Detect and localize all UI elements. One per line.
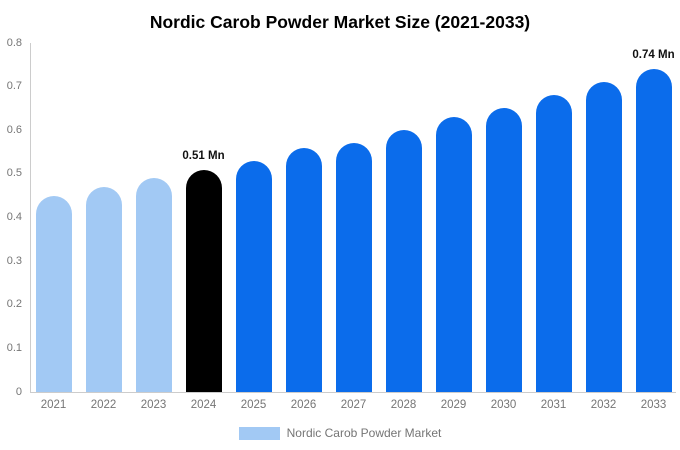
- x-tick-label: 2027: [340, 399, 367, 411]
- y-tick-label: 0.8: [6, 36, 22, 49]
- bar-2021: [35, 195, 72, 392]
- bar-2023: [135, 178, 172, 392]
- x-tick-label: 2029: [440, 399, 467, 411]
- y-tick-label: 0.5: [6, 167, 22, 180]
- x-tick-label: 2031: [540, 399, 567, 411]
- y-tick-label: 0.1: [6, 341, 22, 354]
- legend-label: Nordic Carob Powder Market: [286, 426, 442, 440]
- x-tick-label: 2024: [190, 399, 217, 411]
- x-tick-label: 2028: [390, 399, 417, 411]
- bar-2033: [635, 69, 672, 392]
- y-tick-label: 0.7: [6, 80, 22, 93]
- x-tick-label: 2022: [90, 399, 117, 411]
- bar-2028: [385, 130, 422, 392]
- bar-2022: [85, 186, 122, 392]
- x-tick-label: 2030: [490, 399, 517, 411]
- bar-2026: [285, 147, 322, 392]
- x-tick-label: 2023: [140, 399, 167, 411]
- x-tick-label: 2021: [40, 399, 67, 411]
- bar-2024: [185, 169, 222, 392]
- x-tick-label: 2033: [640, 399, 667, 411]
- y-tick-label: 0.3: [6, 254, 22, 267]
- x-axis-line: [30, 392, 676, 393]
- bar-2032: [585, 82, 622, 392]
- y-tick-label: 0.4: [6, 211, 22, 223]
- bar-2031: [535, 95, 572, 392]
- bar-2025: [235, 160, 272, 392]
- x-tick-label: 2026: [290, 399, 317, 411]
- data-label-2033: 0.74 Mn: [632, 49, 675, 62]
- x-tick-label: 2032: [590, 399, 617, 411]
- y-tick-label: 0: [15, 385, 22, 398]
- data-label-2024: 0.51 Mn: [182, 149, 225, 162]
- y-tick-label: 0.2: [6, 298, 22, 311]
- chart-title: Nordic Carob Powder Market Size (2021-20…: [149, 12, 531, 32]
- legend-swatch: [238, 426, 280, 440]
- y-tick-label: 0.6: [6, 123, 22, 136]
- bar-2029: [435, 117, 472, 392]
- y-axis-line: [30, 43, 31, 392]
- x-tick-label: 2025: [240, 399, 267, 411]
- legend: Nordic Carob Powder Market: [0, 424, 680, 442]
- bar-2027: [335, 143, 372, 392]
- bar-2030: [485, 108, 522, 392]
